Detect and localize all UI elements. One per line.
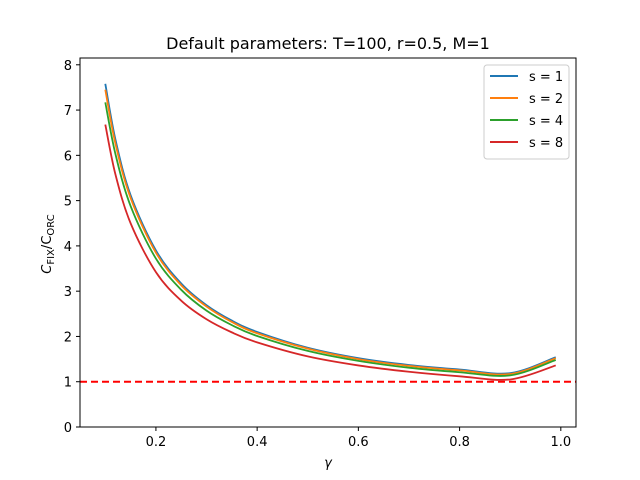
y-tick-label: 7 [64, 104, 72, 119]
y-tick-label: 1 [64, 376, 72, 391]
legend: s = 1 s = 2 s = 4 s = 8 [483, 64, 570, 160]
y-tick-label: 3 [64, 285, 72, 300]
x-axis: 0.2 0.4 0.6 0.8 1.0 [146, 427, 571, 450]
x-tick-label: 0.8 [449, 435, 470, 450]
series-line-1 [104, 83, 557, 375]
y-axis-label-sub2: ORC [46, 214, 57, 235]
y-tick-label: 0 [64, 421, 72, 436]
y-tick-label: 4 [64, 240, 72, 255]
legend-label: s = 4 [529, 114, 563, 129]
x-tick-label: 0.2 [146, 435, 167, 450]
y-tick-label: 8 [64, 59, 72, 74]
legend-label: s = 2 [529, 92, 563, 107]
y-axis-label-mid: /C [40, 236, 55, 249]
y-axis: 0 1 2 3 4 5 6 7 8 [64, 59, 80, 436]
legend-label: s = 1 [529, 70, 563, 85]
axes-frame [79, 57, 577, 428]
legend-box [483, 64, 570, 160]
series-line-3 [104, 102, 557, 377]
x-tick-label: 0.4 [247, 435, 268, 450]
series-line-2 [104, 89, 557, 376]
series-line-4 [104, 124, 557, 381]
y-axis-label-sub1: FIX [46, 249, 57, 265]
x-axis-label: γ [324, 456, 333, 471]
plot-area [79, 57, 577, 428]
y-tick-label: 6 [64, 149, 72, 164]
y-tick-label: 5 [64, 195, 72, 210]
x-tick-label: 1.0 [550, 435, 571, 450]
chart-title: Default parameters: T=100, r=0.5, M=1 [166, 34, 490, 53]
y-tick-label: 2 [64, 330, 72, 345]
legend-label: s = 8 [529, 136, 563, 151]
x-tick-label: 0.6 [348, 435, 369, 450]
y-axis-label: CFIX/CORC [40, 214, 57, 273]
y-axis-label-main: C [40, 264, 55, 274]
